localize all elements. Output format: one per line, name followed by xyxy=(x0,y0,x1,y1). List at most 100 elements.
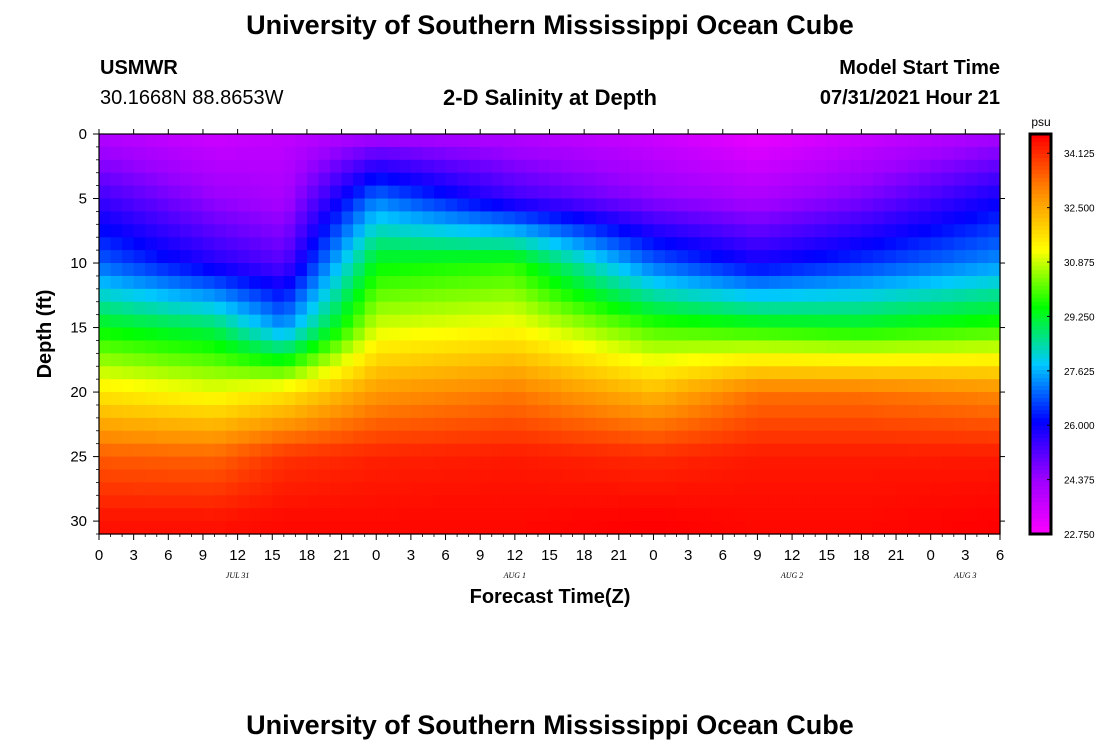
heatmap-cell xyxy=(768,495,782,509)
heatmap-cell xyxy=(849,495,862,509)
heatmap-cell xyxy=(433,508,447,522)
heatmap-cell xyxy=(480,327,493,342)
heatmap-cell xyxy=(364,237,377,251)
heatmap-cell xyxy=(457,185,470,200)
heatmap-cell xyxy=(480,275,493,290)
heatmap-cell xyxy=(272,237,285,251)
heatmap-cell xyxy=(480,263,493,277)
heatmap-cell xyxy=(133,508,146,522)
heatmap-cell xyxy=(861,482,874,496)
heatmap-cell xyxy=(965,211,978,225)
heatmap-cell xyxy=(179,327,193,342)
heatmap-cell xyxy=(122,495,135,509)
heatmap-cell xyxy=(792,237,805,251)
heatmap-cell xyxy=(861,211,874,225)
heatmap-cell xyxy=(965,508,978,522)
heatmap-cell xyxy=(191,521,204,535)
heatmap-cell xyxy=(491,508,504,522)
heatmap-cell xyxy=(99,443,112,458)
heatmap-cell xyxy=(376,443,389,458)
heatmap-cell xyxy=(133,237,146,251)
heatmap-cell xyxy=(133,134,146,148)
heatmap-cell xyxy=(745,456,759,471)
heatmap-cell xyxy=(618,392,631,406)
heatmap-cell xyxy=(872,404,886,419)
heatmap-cell xyxy=(145,521,158,535)
heatmap-cell xyxy=(514,172,527,187)
heatmap-cell xyxy=(757,443,770,458)
heatmap-cell xyxy=(607,340,620,354)
heatmap-cell xyxy=(676,340,689,354)
heatmap-cell xyxy=(849,508,862,522)
heatmap-cell xyxy=(549,327,562,342)
heatmap-cell xyxy=(745,185,759,200)
heatmap-cell xyxy=(410,404,424,419)
heatmap-cell xyxy=(306,469,320,483)
heatmap-cell xyxy=(953,275,966,290)
heatmap-cell xyxy=(537,211,551,225)
heatmap-cell xyxy=(468,301,481,316)
heatmap-cell xyxy=(295,263,308,277)
heatmap-cell xyxy=(133,495,146,509)
heatmap-cell xyxy=(526,482,539,496)
heatmap-cell xyxy=(688,237,701,251)
heatmap-cell xyxy=(676,314,689,329)
heatmap-cell xyxy=(930,159,943,174)
heatmap-cell xyxy=(561,288,574,303)
heatmap-cell xyxy=(457,482,470,496)
colorbar-segment xyxy=(1030,410,1051,415)
heatmap-cell xyxy=(803,521,816,535)
heatmap-cell xyxy=(861,159,874,174)
x-tick-label: 3 xyxy=(407,547,415,564)
heatmap-cell xyxy=(272,443,285,458)
heatmap-cell xyxy=(318,211,331,225)
colorbar-segment xyxy=(1030,394,1051,399)
heatmap-cell xyxy=(595,211,608,225)
heatmap-cell xyxy=(364,250,377,264)
heatmap-cell xyxy=(630,404,643,419)
heatmap-cell xyxy=(318,430,331,445)
heatmap-cell xyxy=(399,237,412,251)
heatmap-cell xyxy=(330,301,343,316)
heatmap-cell xyxy=(457,404,470,419)
heatmap-cell xyxy=(722,327,735,342)
heatmap-cell xyxy=(306,237,320,251)
heatmap-cell xyxy=(676,288,689,303)
heatmap-cell xyxy=(133,443,146,458)
colorbar-segment xyxy=(1030,254,1051,259)
heatmap-cell xyxy=(572,456,585,471)
heatmap-cell xyxy=(572,417,585,432)
heatmap-cell xyxy=(260,185,273,200)
heatmap-cell xyxy=(145,211,158,225)
heatmap-cell xyxy=(815,288,828,303)
heatmap-cell xyxy=(549,237,562,251)
heatmap-cell xyxy=(584,456,597,471)
heatmap-cell xyxy=(803,353,816,367)
heatmap-cell xyxy=(665,224,678,238)
heatmap-cell xyxy=(318,250,331,264)
heatmap-cell xyxy=(99,275,112,290)
heatmap-cell xyxy=(988,275,1001,290)
heatmap-cell xyxy=(676,172,689,187)
x-tick-label: 9 xyxy=(476,547,484,564)
heatmap-cell xyxy=(699,495,712,509)
heatmap-cell xyxy=(122,392,135,406)
heatmap-cell xyxy=(838,327,851,342)
heatmap-cell xyxy=(133,314,146,329)
heatmap-cell xyxy=(468,366,481,380)
heatmap-cell xyxy=(930,198,943,213)
heatmap-cell xyxy=(133,366,146,380)
heatmap-cell xyxy=(503,443,516,458)
heatmap-cell xyxy=(607,224,620,238)
heatmap-cell xyxy=(988,430,1001,445)
heatmap-cell xyxy=(306,185,320,200)
heatmap-cell xyxy=(191,275,204,290)
heatmap-cell xyxy=(572,198,585,213)
heatmap-cell xyxy=(179,404,193,419)
heatmap-cell xyxy=(445,366,458,380)
heatmap-cell xyxy=(330,340,343,354)
heatmap-cell xyxy=(202,366,216,380)
heatmap-cell xyxy=(422,211,435,225)
heatmap-cell xyxy=(514,263,527,277)
heatmap-cell xyxy=(665,366,678,380)
